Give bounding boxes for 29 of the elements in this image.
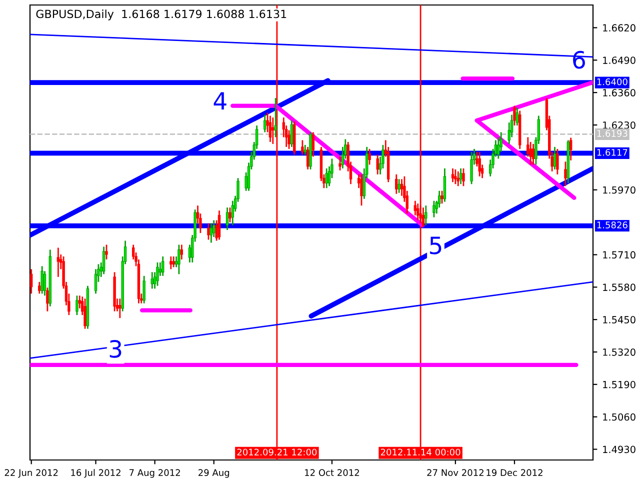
- ref-line-label: 2012.09.21 12:00: [237, 448, 317, 456]
- ref-line-label: 2012.11.14 00:00: [380, 448, 460, 456]
- ref-line-label: 1.6117: [597, 148, 628, 156]
- annotation: 3: [110, 340, 122, 358]
- y-tick-label: 1.5060: [603, 413, 636, 421]
- y-tick-label: 1.6360: [603, 89, 636, 96]
- x-tick-label: 29 Aug: [198, 469, 230, 478]
- y-tick-label: 1.5190: [603, 380, 636, 388]
- chart-title: GBPUSD,Daily 1.6168 1.6179 1.6088 1.6131: [36, 10, 286, 20]
- y-tick-label: 1.4930: [603, 446, 636, 454]
- x-tick-label: 12 Oct 2012: [305, 469, 359, 476]
- y-tick-label: 1.6230: [603, 121, 636, 129]
- annotation: 5: [430, 236, 442, 254]
- x-tick-label: 7 Aug 2012: [130, 469, 180, 478]
- x-tick-label: 22 Jun 2012: [4, 469, 58, 478]
- x-tick-label: 27 Nov 2012: [427, 469, 484, 476]
- ref-line-label: 1.6400: [597, 78, 628, 86]
- y-tick-label: 1.5450: [603, 316, 636, 324]
- ref-line-label: 1.5826: [597, 222, 628, 228]
- y-tick-label: 1.5970: [603, 186, 636, 194]
- y-tick-label: 1.5580: [603, 284, 636, 291]
- x-tick-label: 16 Jul 2012: [71, 469, 120, 478]
- ref-line-label: 1.6193: [597, 130, 628, 137]
- y-tick-label: 1.6490: [603, 56, 636, 64]
- y-tick-label: 1.6620: [603, 24, 636, 32]
- x-tick-label: 19 Dec 2012: [486, 469, 542, 476]
- y-tick-label: 1.5320: [603, 348, 636, 356]
- y-tick-label: 1.5710: [603, 251, 636, 259]
- annotation: 4: [214, 92, 226, 110]
